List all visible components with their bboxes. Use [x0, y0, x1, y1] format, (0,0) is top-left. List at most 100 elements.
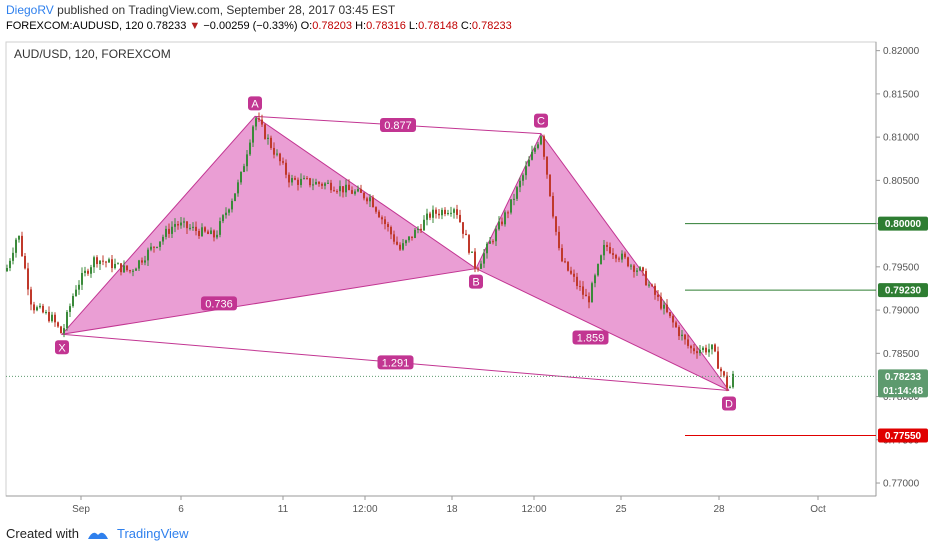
candle-body: [264, 124, 266, 139]
candle-body: [723, 371, 725, 376]
level-price-label: 0.80000: [885, 219, 922, 230]
candle-body: [693, 348, 695, 352]
close-value: 0.78233: [471, 20, 512, 32]
level-price-tag: [878, 216, 928, 231]
candle-body: [51, 314, 53, 322]
candle-body: [282, 161, 284, 163]
y-tick-label: 0.81000: [883, 133, 920, 144]
author-link[interactable]: DiegoRV: [6, 3, 54, 17]
candle-body: [195, 226, 197, 231]
candle-body: [669, 312, 671, 317]
pattern-point-d[interactable]: [722, 396, 736, 411]
candle-body: [87, 270, 89, 274]
candle-body: [315, 181, 317, 185]
candle-body: [39, 305, 41, 308]
x-tick-label: 6: [178, 504, 184, 515]
candle-body: [60, 326, 62, 334]
low-label: L:: [408, 20, 419, 32]
ratio-bd-badge: [572, 330, 609, 345]
price-chart[interactable]: 0.82000 0.81500 0.81000 0.80500 0.80000 0.795…: [0, 0, 932, 520]
candle-body: [525, 166, 527, 176]
ohlc-bar: FOREXCOM:AUDUSD, 120 0.78233 ▼ −0.00259 …: [6, 20, 512, 32]
candle-body: [345, 184, 347, 193]
pattern-point-c[interactable]: [534, 113, 548, 128]
candle-body: [360, 189, 362, 193]
ratio-xd-badge: [377, 355, 414, 370]
candle-body: [573, 273, 575, 277]
candle-body: [417, 228, 419, 230]
candle-body: [225, 212, 227, 216]
candle-body: [216, 234, 218, 238]
candle-body: [354, 191, 356, 194]
candle-body: [210, 230, 212, 235]
candle-body: [270, 137, 272, 148]
candle-body: [408, 236, 410, 241]
candle-body: [246, 154, 248, 167]
candle-body: [480, 263, 482, 269]
candle-body: [591, 283, 593, 303]
candle-body: [420, 228, 422, 231]
candle-body: [222, 215, 224, 222]
candle-body: [423, 219, 425, 231]
candle-body: [699, 349, 701, 354]
candle-body: [549, 174, 551, 197]
candle-body: [30, 289, 32, 305]
candle-body: [660, 296, 662, 309]
candle-body: [207, 231, 209, 235]
pattern-point-b[interactable]: [469, 274, 483, 289]
candle-body: [168, 228, 170, 234]
candle-body: [189, 227, 191, 229]
candle-body: [666, 304, 668, 313]
candle-body: [516, 187, 518, 199]
candle-body: [717, 351, 719, 369]
candle-body: [606, 244, 608, 247]
candle-body: [330, 182, 332, 191]
publish-text: published on TradingView.com, September …: [57, 3, 396, 17]
candle-body: [126, 265, 128, 271]
candle-body: [237, 182, 239, 194]
pattern-point-x[interactable]: [55, 340, 69, 355]
candle-body: [435, 209, 437, 214]
candle-body: [732, 373, 734, 388]
candle-body: [627, 257, 629, 267]
candle-body: [84, 270, 86, 274]
candle-body: [603, 244, 605, 256]
candle-body: [69, 306, 71, 312]
candle-body: [471, 251, 473, 253]
candle-body: [108, 259, 110, 263]
candle-body: [729, 387, 731, 389]
candle-body: [624, 253, 626, 258]
ohlc-symbol: FOREXCOM:AUDUSD, 120: [6, 20, 144, 32]
candle-body: [228, 209, 230, 213]
candle-body: [348, 184, 350, 191]
candle-body: [36, 307, 38, 311]
pattern-point-a[interactable]: [248, 96, 262, 111]
tradingview-brand[interactable]: TradingView: [116, 526, 189, 541]
candle-body: [288, 174, 290, 183]
level-price-label: 0.77550: [885, 431, 922, 442]
close-label: C:: [460, 20, 472, 32]
candle-body: [57, 322, 59, 327]
pattern-triangle-bcd: [475, 132, 730, 391]
candle-body: [183, 221, 185, 223]
pattern-point-label: C: [537, 116, 545, 128]
footer: Created with TradingView: [6, 526, 189, 541]
pattern-point-label: X: [58, 342, 66, 354]
candle-body: [465, 233, 467, 236]
candle-body: [564, 261, 566, 263]
candle-body: [324, 183, 326, 186]
candle-body: [537, 144, 539, 149]
candle-body: [390, 227, 392, 235]
candle-body: [438, 213, 440, 216]
candle-body: [99, 260, 101, 265]
candle-body: [279, 153, 281, 162]
candle-body: [240, 171, 242, 183]
candle-body: [150, 246, 152, 250]
ratio-xb-label: 0.736: [205, 298, 233, 310]
candle-body: [231, 200, 233, 210]
candle-body: [309, 178, 311, 186]
candle-body: [267, 137, 269, 139]
candle-body: [15, 239, 17, 253]
candle-body: [153, 246, 155, 248]
x-tick-label: Oct: [810, 504, 826, 515]
